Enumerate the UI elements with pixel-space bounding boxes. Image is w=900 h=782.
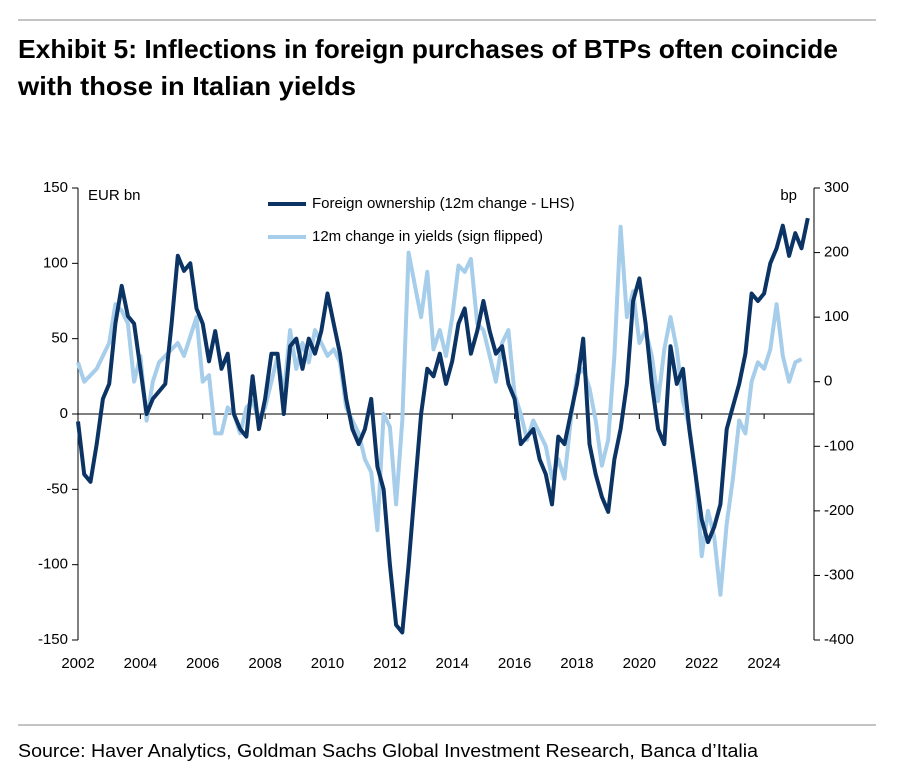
x-tick-label: 2012: [373, 655, 406, 672]
x-tick-label: 2006: [186, 655, 219, 672]
y-tick-label: -100: [38, 556, 68, 573]
source-note: Source: Haver Analytics, Goldman Sachs G…: [18, 741, 759, 761]
y2-tick-label: 300: [824, 179, 849, 196]
chart-title: with those in Italian yields: [17, 71, 356, 101]
x-tick-label: 2018: [560, 655, 593, 672]
y2-tick-label: 0: [824, 373, 832, 390]
x-tick-label: 2022: [685, 655, 718, 672]
y-tick-label: 100: [43, 254, 68, 271]
y2-axis-label: bp: [780, 187, 797, 204]
x-tick-label: 2020: [623, 655, 656, 672]
y-axis-label: EUR bn: [88, 187, 141, 204]
y2-tick-label: -200: [824, 502, 854, 519]
data-line: [76, 224, 803, 597]
x-tick-label: 2024: [747, 655, 780, 672]
legend-label: 12m change in yields (sign flipped): [312, 228, 543, 245]
y-tick-label: 0: [60, 405, 68, 422]
x-tick-label: 2014: [436, 655, 469, 672]
x-tick-label: 2002: [61, 655, 94, 672]
x-tick-label: 2004: [124, 655, 157, 672]
y-tick-label: -150: [38, 631, 68, 648]
x-tick-label: 2016: [498, 655, 531, 672]
chart-title: Exhibit 5: Inflections in foreign purcha…: [18, 34, 838, 64]
data-line: [76, 217, 810, 635]
y2-tick-label: 200: [824, 244, 849, 261]
x-tick-label: 2010: [311, 655, 344, 672]
y2-tick-label: -100: [824, 437, 854, 454]
y2-tick-label: 100: [824, 308, 849, 325]
legend-label: Foreign ownership (12m change - LHS): [312, 195, 575, 212]
y2-tick-label: -400: [824, 631, 854, 648]
x-tick-label: 2008: [248, 655, 281, 672]
y-tick-label: -50: [46, 480, 68, 497]
y2-tick-label: -300: [824, 566, 854, 583]
y-tick-label: 50: [51, 330, 68, 347]
y-tick-label: 150: [43, 179, 68, 196]
